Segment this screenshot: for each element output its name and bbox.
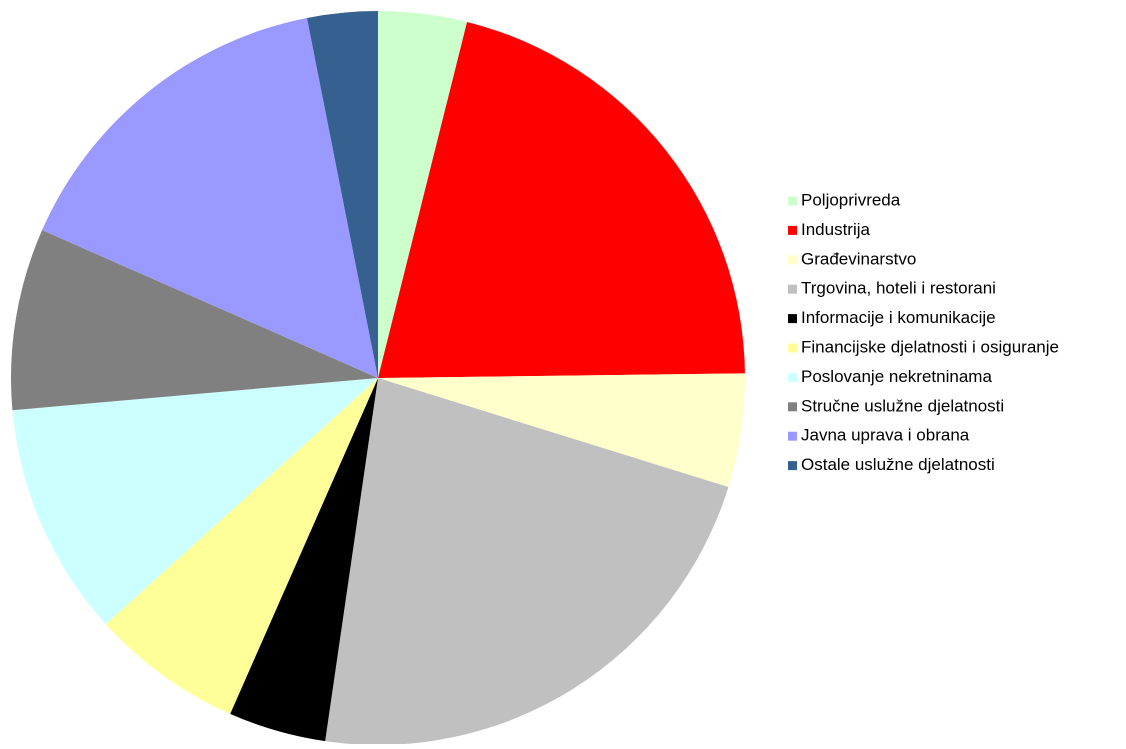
legend-label: Trgovina, hoteli i restorani: [801, 279, 996, 298]
pie-slice: [306, 11, 378, 378]
legend-label: Industrija: [801, 220, 871, 239]
pie-slice: [378, 11, 468, 378]
legend-swatch: [788, 402, 797, 412]
legend-label: Građevinarstvo: [801, 249, 916, 268]
legend-label: Ostale uslužne djelatnosti: [801, 455, 995, 474]
pie-slice: [42, 17, 378, 378]
legend-label: Informacije i komunikacije: [801, 308, 996, 327]
legend-label: Financijske djelatnosti i osiguranje: [801, 337, 1059, 356]
pie-slice: [378, 21, 745, 379]
legend-swatch: [788, 372, 797, 382]
legend-swatch: [788, 196, 797, 206]
legend-swatch: [788, 431, 797, 441]
legend-swatch: [788, 343, 797, 353]
legend-swatch: [788, 255, 797, 265]
legend-label: Stručne uslužne djelatnosti: [801, 396, 1004, 415]
legend-swatch: [788, 314, 797, 324]
pie-slice: [12, 378, 378, 625]
pie-slice: [325, 378, 729, 745]
legend-swatch: [788, 225, 797, 235]
pie-slice: [105, 378, 379, 714]
legend-label: Poslovanje nekretninama: [801, 367, 992, 386]
legend-label: Javna uprava i obrana: [801, 426, 970, 445]
pie-slice: [378, 373, 745, 488]
pie-slice: [230, 378, 378, 742]
legend-swatch: [788, 461, 797, 471]
legend-swatch: [788, 284, 797, 294]
legend-label: Poljoprivreda: [801, 190, 901, 209]
pie-slice: [10, 230, 378, 411]
